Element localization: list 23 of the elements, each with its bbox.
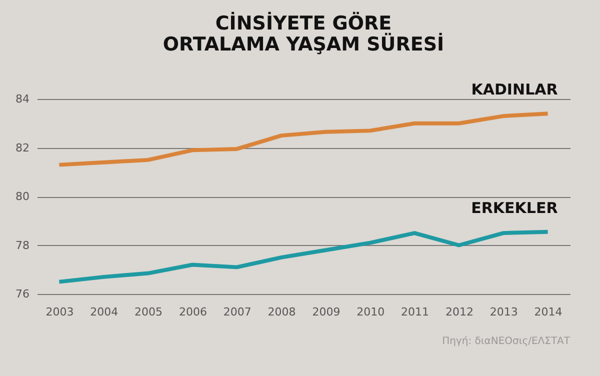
x-tick-label: 2005 bbox=[134, 306, 163, 318]
series-label: KADINLAR bbox=[471, 80, 558, 99]
y-tick-label: 82 bbox=[16, 141, 30, 154]
x-tick-label: 2004 bbox=[90, 306, 118, 318]
x-tick-label: 2006 bbox=[178, 306, 207, 318]
y-tick-label: 78 bbox=[16, 238, 30, 252]
chart-title: CİNSİYETE GÖRE ORTALAMA YAŞAM SÜRESİ bbox=[162, 12, 444, 56]
x-tick-label: 2008 bbox=[268, 306, 296, 318]
x-tick-label: 2014 bbox=[534, 306, 562, 318]
y-tick-label: 80 bbox=[16, 190, 30, 203]
line-series bbox=[57, 112, 550, 167]
x-tick-label: 2012 bbox=[445, 306, 474, 318]
x-tick-label: 2009 bbox=[312, 306, 340, 318]
text: Πηγή: διαΝΕΟσις/ΕΛΣΤΑΤ bbox=[442, 336, 571, 347]
series-label: ERKEKLER bbox=[471, 198, 558, 217]
y-tick-label: 84 bbox=[16, 92, 30, 106]
x-tick-label: 2011 bbox=[401, 306, 430, 318]
x-tick-label: 2003 bbox=[46, 306, 74, 318]
y-tick-label: 76 bbox=[16, 288, 30, 300]
line-series bbox=[57, 230, 550, 284]
x-tick-label: 2007 bbox=[223, 306, 252, 318]
x-tick-label: 2013 bbox=[490, 306, 518, 318]
x-tick-label: 2010 bbox=[356, 306, 385, 318]
